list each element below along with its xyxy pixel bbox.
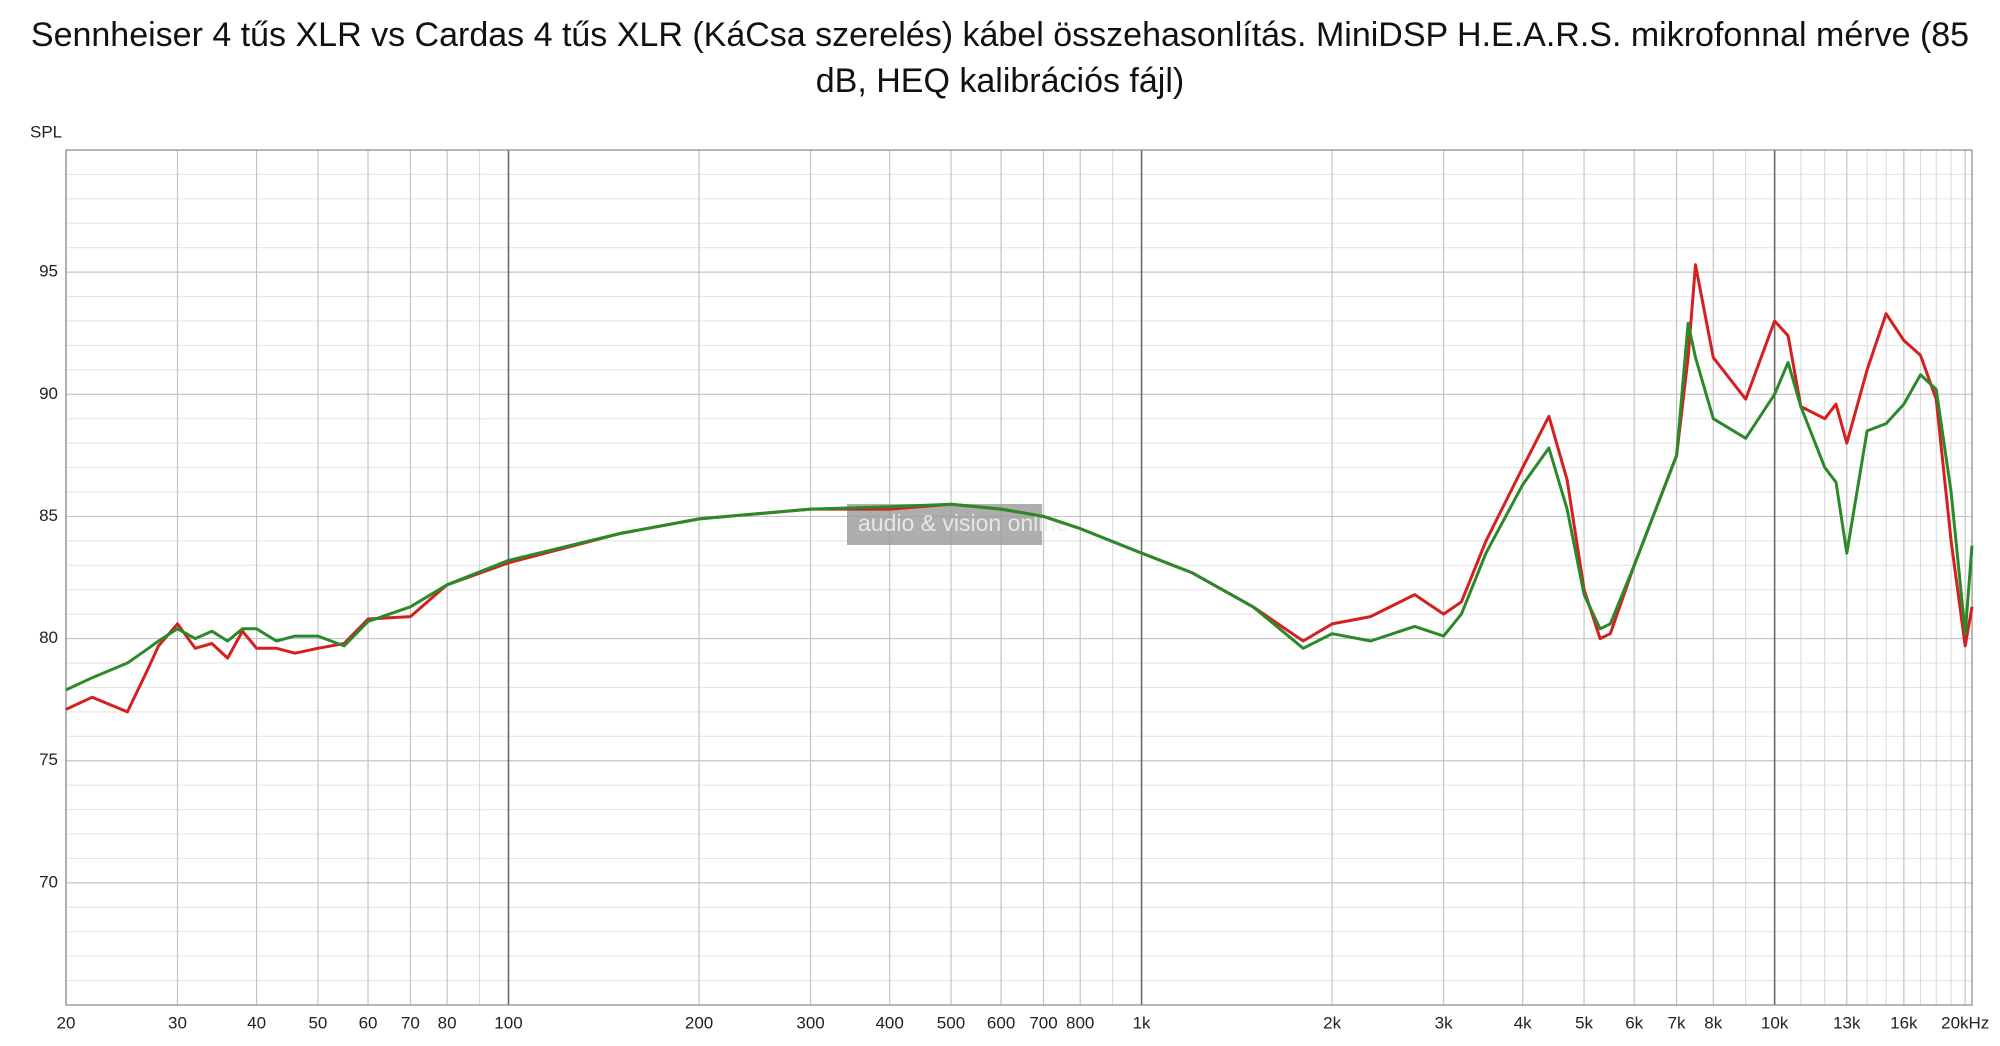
x-tick-label: 300 — [796, 1013, 824, 1032]
x-tick-label: 6k — [1625, 1013, 1643, 1032]
x-tick-label: 20 — [57, 1013, 76, 1032]
x-tick-label: 2k — [1323, 1013, 1341, 1032]
x-tick-label: 50 — [308, 1013, 327, 1032]
x-tick-label: 70 — [401, 1013, 420, 1032]
x-tick-label: 60 — [359, 1013, 378, 1032]
x-tick-label: 7k — [1668, 1013, 1686, 1032]
series-line — [65, 321, 1974, 692]
x-tick-label: 800 — [1066, 1013, 1094, 1032]
x-tick-label: 30 — [168, 1013, 187, 1032]
x-tick-label: 500 — [937, 1013, 965, 1032]
x-tick-label: 600 — [987, 1013, 1015, 1032]
plot-frame — [65, 149, 1973, 1006]
x-tick-label: 16k — [1890, 1013, 1918, 1032]
y-axis-label: SPL — [30, 122, 62, 141]
x-tick-label: 1k — [1133, 1013, 1151, 1032]
x-tick-label: 700 — [1029, 1013, 1057, 1032]
x-tick-label: 80 — [438, 1013, 457, 1032]
x-tick-label: 5k — [1575, 1013, 1593, 1032]
x-tick-label: 400 — [875, 1013, 903, 1032]
y-tick-label: 85 — [39, 506, 58, 525]
chart-title: Sennheiser 4 tűs XLR vs Cardas 4 tűs XLR… — [30, 16, 1970, 100]
x-tick-label: 40 — [247, 1013, 266, 1032]
x-tick-label: 8k — [1704, 1013, 1722, 1032]
series-line — [65, 263, 1974, 714]
x-tick-label: 200 — [685, 1013, 713, 1032]
y-tick-label: 75 — [39, 750, 58, 769]
y-tick-label: 90 — [39, 384, 58, 403]
x-tick-label: 100 — [494, 1013, 522, 1032]
y-tick-label: 70 — [39, 872, 58, 891]
y-tick-label: 95 — [39, 262, 58, 281]
x-tick-label: 20kHz — [1941, 1013, 1989, 1032]
x-tick-label: 10k — [1761, 1013, 1789, 1032]
y-tick-label: 80 — [39, 628, 58, 647]
x-tick-label: 13k — [1833, 1013, 1861, 1032]
x-tick-label: 4k — [1514, 1013, 1532, 1032]
x-tick-label: 3k — [1435, 1013, 1453, 1032]
